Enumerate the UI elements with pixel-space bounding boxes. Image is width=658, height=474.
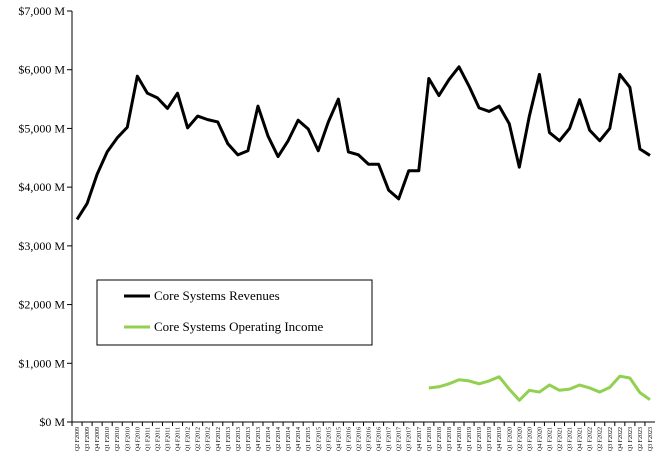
- y-tick-label: $7,000 M: [18, 4, 65, 18]
- x-tick-label: Q4 F2011: [176, 427, 182, 451]
- x-tick-label: Q4 F2013: [256, 427, 262, 451]
- x-tick-label: Q2 F2018: [437, 427, 443, 451]
- x-tick-label: Q2 F2017: [397, 427, 403, 451]
- x-tick-label: Q3 F2014: [286, 427, 292, 451]
- x-tick-label: Q1 F2017: [387, 427, 393, 451]
- y-tick-label: $6,000 M: [18, 63, 65, 77]
- x-tick-label: Q2 F2016: [356, 427, 362, 451]
- x-tick-label: Q3 F2022: [608, 427, 614, 451]
- x-tick-label: Q1 F2019: [467, 427, 473, 451]
- x-tick-label: Q1 F2015: [306, 427, 312, 451]
- x-tick-label: Q1 F2010: [105, 427, 111, 451]
- x-tick-label: Q2 F2020: [517, 427, 523, 451]
- x-tick-label: Q3 F2015: [326, 427, 332, 451]
- x-tick-label: Q3 F2017: [407, 427, 413, 451]
- x-tick-label: Q4 F2015: [336, 427, 342, 451]
- x-tick-label: Q2 F2023: [638, 427, 644, 451]
- x-tick-label: Q1 F2020: [507, 427, 513, 451]
- x-tick-label: Q4 F2012: [216, 427, 222, 451]
- x-tick-label: Q4 F2020: [537, 427, 543, 451]
- x-tick-label: Q3 F2020: [527, 427, 533, 451]
- x-tick-label: Q2 F2012: [196, 427, 202, 451]
- x-tick-label: Q4 F2017: [417, 427, 423, 451]
- series-line-revenues: [75, 65, 651, 221]
- x-tick-label: Q4 F2014: [296, 427, 302, 451]
- y-tick-label: $3,000 M: [18, 239, 65, 253]
- x-tick-label: Q4 F2022: [618, 427, 624, 451]
- x-tick-label: Q2 F2010: [115, 427, 121, 451]
- y-axis: $0 M $1,000 M $2,000 M $3,000 M $4,000 M $5,0…: [18, 4, 73, 429]
- legend-label-revenues: Core Systems Revenues: [154, 288, 280, 303]
- x-tick-label: Q3 F2023: [648, 427, 654, 451]
- x-tick-label: Q3 F2018: [447, 427, 453, 451]
- x-tick-label: Q1 F2012: [186, 427, 192, 451]
- x-tick-label: Q2 F2019: [477, 427, 483, 451]
- legend-label-operating-income: Core Systems Operating Income: [154, 319, 324, 334]
- x-tick-label: Q2 F2014: [276, 427, 282, 451]
- x-tick-label: Q3 F2011: [165, 427, 171, 451]
- x-tick-label: Q2 F2015: [316, 427, 322, 451]
- x-tick-label: Q1 F2022: [588, 427, 594, 451]
- x-tick-label: Q1 F2021: [547, 427, 553, 451]
- x-tick-label: Q2 F2022: [598, 427, 604, 451]
- y-tick-label: $2,000 M: [18, 298, 65, 312]
- x-tick-label: Q1 F2016: [346, 427, 352, 451]
- series-line-operating-income: [428, 374, 651, 402]
- y-tick-label: $4,000 M: [18, 180, 65, 194]
- x-tick-label: Q1 F2011: [145, 427, 151, 451]
- x-tick-label: Q3 F2019: [487, 427, 493, 451]
- x-tick-label: Q4 F2016: [377, 427, 383, 451]
- x-axis: Q2 F2009 Q3 F2009 Q4 F2009 Q1 F2010 Q2 F2010…: [71, 421, 655, 451]
- x-tick-label: Q4 F2021: [578, 427, 584, 451]
- x-tick-label: Q1 F2023: [628, 427, 634, 451]
- x-tick-label: Q4 F2019: [497, 427, 503, 451]
- x-tick-label: Q3 F2016: [367, 427, 373, 451]
- x-tick-label: Q2 F2009: [75, 427, 81, 451]
- x-tick-label: Q3 F2012: [206, 427, 212, 451]
- x-tick-label: Q4 F2010: [135, 427, 141, 451]
- x-tick-label: Q4 F2018: [457, 427, 463, 451]
- y-tick-label: $5,000 M: [18, 121, 65, 135]
- y-tick-label: $1,000 M: [18, 356, 65, 370]
- x-tick-label: Q3 F2010: [125, 427, 131, 451]
- x-tick-label: Q2 F2011: [155, 427, 161, 451]
- x-tick-label: Q1 F2018: [427, 427, 433, 451]
- legend: Core Systems Revenues Core Systems Opera…: [96, 279, 373, 346]
- legend-box: [96, 279, 373, 346]
- x-tick-label: Q2 F2013: [236, 427, 242, 451]
- x-tick-label: Q2 F2021: [558, 427, 564, 451]
- x-tick-label: Q3 F2009: [85, 427, 91, 451]
- x-tick-label: Q4 F2009: [95, 427, 101, 451]
- series-layer: [75, 65, 651, 402]
- y-tick-label: $0 M: [39, 415, 65, 429]
- x-tick-label: Q1 F2013: [226, 427, 232, 451]
- x-tick-label: Q3 F2013: [246, 427, 252, 451]
- x-tick-label: Q3 F2021: [568, 427, 574, 451]
- x-tick-label: Q1 F2014: [266, 427, 272, 451]
